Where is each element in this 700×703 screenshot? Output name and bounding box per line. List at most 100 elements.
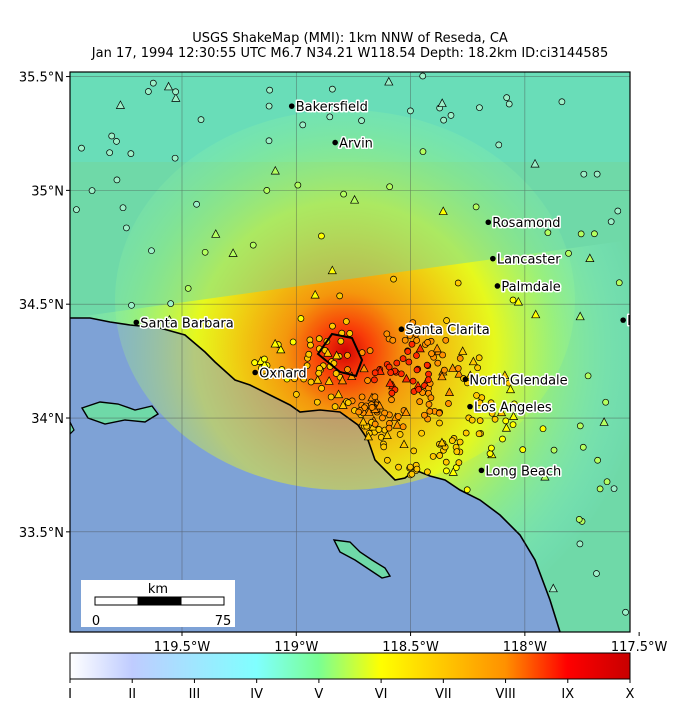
colorbar-label: X (626, 687, 635, 702)
intensity-observation-marker (332, 370, 340, 377)
city-dot (494, 283, 501, 289)
intensity-observation-marker (379, 414, 386, 422)
intensity-observation-marker (544, 229, 552, 237)
intensity-observation-marker (495, 141, 503, 149)
intensity-observation-marker (289, 338, 297, 346)
intensity-observation-marker (346, 330, 354, 337)
intensity-observation-marker (426, 407, 434, 415)
city-label: Oxnard (259, 366, 307, 381)
seismic-station-marker (496, 407, 507, 417)
lat-tick-label: 34°N (31, 412, 64, 427)
intensity-observation-marker (615, 279, 623, 287)
seismic-station-marker (505, 384, 516, 394)
seismic-station-marker (349, 194, 360, 204)
seismic-station-marker (276, 344, 286, 354)
intensity-observation-marker (413, 352, 420, 359)
seismic-station-marker (310, 289, 320, 299)
intensity-observation-marker (303, 362, 311, 369)
intensity-observation-marker (388, 396, 395, 404)
intensity-observation-marker (429, 453, 437, 460)
seismic-station-marker (333, 389, 344, 399)
intensity-observation-marker (411, 325, 419, 332)
seismic-station-marker (454, 369, 464, 378)
city-label: North Glendale (469, 373, 567, 388)
intensity-observation-marker (371, 369, 379, 377)
intensity-observation-marker (408, 340, 416, 348)
intensity-observation-marker (251, 359, 259, 366)
city-label: Lancaster (497, 253, 561, 268)
intensity-observation-marker (123, 224, 130, 232)
intensity-observation-marker (462, 429, 470, 437)
intensity-observation-marker (499, 435, 506, 443)
intensity-observation-marker (419, 148, 427, 155)
intensity-observation-marker (424, 468, 431, 476)
intensity-observation-marker (148, 247, 155, 255)
scale-bar-start: 0 (92, 614, 100, 629)
intensity-observation-marker (425, 400, 433, 408)
intensity-observation-marker (418, 429, 425, 437)
seismic-station-marker (332, 350, 342, 360)
intensity-observation-marker (503, 94, 511, 101)
seismic-station-marker (448, 467, 458, 476)
intensity-observation-marker (431, 326, 439, 334)
intensity-observation-marker (358, 117, 365, 124)
colorbar-label: II (128, 687, 136, 702)
intensity-observation-marker (502, 417, 510, 425)
colorbar-label: IV (250, 687, 263, 702)
fault-rupture-outline (316, 332, 364, 378)
intensity-observation-marker (614, 207, 622, 215)
intensity-observation-marker (610, 485, 618, 493)
intensity-observation-marker (468, 416, 476, 424)
intensity-observation-marker (406, 332, 414, 339)
intensity-observation-marker (300, 375, 308, 383)
lon-tick-label: 118.5°W (382, 640, 439, 655)
seismic-station-marker (508, 411, 519, 421)
intensity-observation-marker (486, 450, 494, 457)
intensity-observation-marker (287, 368, 295, 376)
seismic-station-marker (228, 248, 238, 257)
intensity-observation-marker (577, 230, 585, 238)
intensity-observation-marker (128, 301, 135, 309)
intensity-observation-marker (366, 347, 374, 354)
intensity-observation-marker (413, 465, 421, 473)
intensity-observation-marker (410, 447, 418, 455)
intensity-observation-marker (197, 116, 205, 123)
city-label: Fontana (659, 392, 700, 407)
intensity-observation-marker (113, 176, 121, 184)
map-subtitle: Jan 17, 1994 12:30:55 UTC M6.7 N34.21 W1… (91, 46, 609, 61)
intensity-observation-marker (307, 341, 314, 349)
intensity-observation-marker (149, 79, 157, 87)
intensity-observation-marker (591, 230, 598, 238)
intensity-observation-marker (475, 430, 483, 438)
seismic-station-marker (432, 343, 442, 353)
intensity-observation-marker (318, 232, 325, 240)
intensity-observation-marker (427, 394, 435, 402)
intensity-observation-marker (262, 372, 270, 380)
intensity-observation-marker (424, 339, 431, 346)
intensity-observation-marker (593, 570, 600, 577)
city-dot (652, 395, 658, 401)
intensity-observation-marker (342, 318, 350, 325)
intensity-observation-marker (440, 116, 447, 124)
seismic-station-marker (323, 347, 333, 357)
colorbar-label: III (189, 687, 201, 702)
intensity-observation-marker (445, 400, 452, 407)
seismic-station-marker (444, 387, 455, 396)
seismic-station-marker (313, 375, 323, 384)
seismic-station-marker (401, 373, 412, 383)
city-dot (467, 403, 473, 410)
intensity-observation-marker (405, 358, 413, 366)
map-frame (69, 71, 631, 633)
intensity-observation-marker (434, 359, 442, 367)
intensity-observation-marker (425, 370, 432, 378)
intensity-observation-marker (593, 170, 601, 178)
intensity-observation-marker (127, 150, 135, 157)
intensity-observation-marker (456, 438, 464, 446)
intensity-observation-marker (326, 113, 334, 121)
intensity-observation-marker (442, 458, 450, 466)
seismic-station-marker (382, 430, 392, 439)
intensity-observation-marker (443, 467, 450, 475)
city-dot (620, 317, 626, 323)
intensity-observation-marker (456, 355, 464, 362)
intensity-observation-marker (385, 363, 393, 371)
